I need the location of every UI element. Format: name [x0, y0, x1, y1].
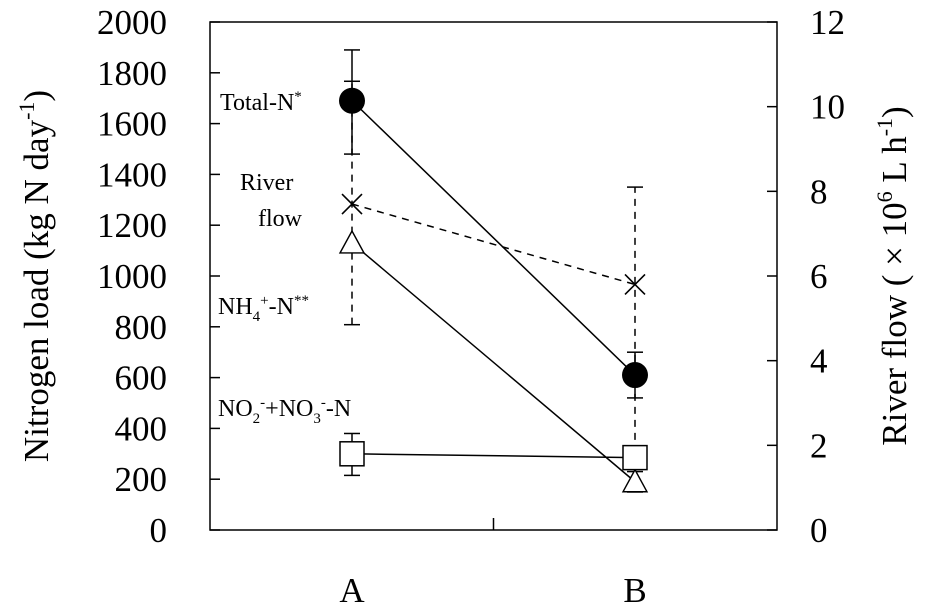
left-axis-title: Nitrogen load (kg N day-1): [14, 90, 56, 462]
no2_no3_n-label-part: -: [321, 395, 326, 411]
total_n-label-part: *: [294, 89, 302, 105]
no2_no3_n-label-part: 3: [313, 411, 321, 427]
river_flow-series-line: [351, 203, 636, 286]
river_flow-label: River: [240, 170, 293, 196]
no2_no3_n-label-part: 2: [253, 411, 261, 427]
left-axis-tick-label: 200: [115, 460, 168, 499]
left-axis-tick-label: 1200: [97, 206, 167, 245]
left-axis-tick-label: 1000: [97, 257, 167, 296]
no2_no3_n-label: NO2-+NO3--N: [218, 395, 351, 427]
total_n-label: Total-N*: [220, 89, 302, 116]
left-axis-title-part: Nitrogen load (kg N day: [17, 119, 56, 462]
category-label: A: [339, 571, 365, 608]
nh4_n-label-part: -N: [269, 294, 294, 320]
no2_no3_n-label-part: -N: [326, 396, 351, 422]
river_flow-point: [624, 273, 646, 296]
right-axis-tick-label: 10: [810, 88, 845, 127]
nh4_n-label-part: +: [260, 293, 268, 309]
right-axis-title-part: L h: [875, 136, 914, 192]
nh4_n-label-part: NH: [218, 294, 253, 320]
right-axis-tick-label: 0: [810, 511, 828, 550]
total_n-point: [622, 362, 648, 389]
left-axis-tick-label: 1600: [97, 105, 167, 144]
nh4_n-point: [338, 229, 366, 254]
left-axis-tick-label: 800: [115, 308, 168, 347]
river_flow-point: [341, 193, 363, 215]
nh4_n-point: [621, 468, 649, 493]
left-axis-tick-label: 1800: [97, 54, 167, 93]
total_n-label-part: Total-N: [220, 90, 294, 116]
category-label: B: [623, 571, 646, 608]
left-axis-tick-label: 1400: [97, 155, 167, 194]
nh4_n-label-part: 4: [253, 309, 261, 325]
right-axis-tick-label: 8: [810, 172, 828, 211]
left-axis-tick-label: 0: [150, 511, 168, 550]
right-axis-tick-label: 6: [810, 257, 828, 296]
right-axis-tick-label: 4: [810, 342, 828, 381]
right-axis-tick-label: 12: [810, 3, 845, 42]
right-axis-title-part: 6: [872, 191, 897, 202]
right-axis-tick-label: 2: [810, 426, 828, 465]
nh4_n-label-part: **: [294, 293, 309, 309]
no2_no3_n-label-part: -: [260, 395, 265, 411]
total_n-series-line: [351, 100, 636, 376]
no2_no3_n-label-part: +NO: [265, 396, 313, 422]
left-axis-title-part: ): [17, 90, 56, 102]
nh4_n-series-line: [351, 242, 636, 483]
no2_no3_n-series-line: [351, 453, 636, 459]
left-axis-tick-label: 2000: [97, 3, 167, 42]
right-axis-title-part: ): [875, 106, 914, 118]
left-axis-tick-label: 400: [115, 409, 168, 448]
river_flow-label: flow: [258, 206, 303, 232]
no2_no3_n-point: [339, 441, 365, 467]
right-axis-title-part: River flow ( × 10: [875, 202, 914, 445]
right-axis-title: River flow ( × 106 L h-1): [872, 106, 914, 445]
left-axis-title-part: -1: [14, 102, 39, 120]
no2_no3_n-label-part: NO: [218, 396, 253, 422]
right-axis-title-part: -1: [872, 118, 897, 136]
nh4_n-label: NH4+-N**: [218, 293, 309, 325]
no2_no3_n-point: [622, 444, 648, 471]
left-axis-tick-label: 600: [115, 359, 168, 398]
